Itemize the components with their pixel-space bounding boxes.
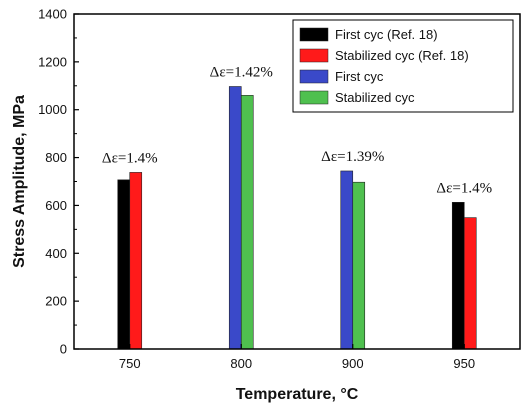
y-tick-label: 0 [60,342,67,357]
x-tick-label: 800 [230,356,252,371]
bar [228,86,242,350]
delta-strain-annotation: Δε=1.42% [210,65,273,81]
y-tick-label: 1200 [38,54,67,69]
y-tick-label: 600 [45,198,67,213]
delta-strain-annotation: Δε=1.4% [436,180,492,196]
bar [129,172,143,350]
x-axis-title-unit: °C [340,386,358,403]
y-tick-label: 800 [45,150,67,165]
bar [463,217,477,350]
legend-swatch [299,48,329,63]
y-tick-label: 200 [45,294,67,309]
delta-strain-annotation: Δε=1.39% [321,149,384,165]
legend-box [292,19,514,113]
x-tick-label: 750 [119,356,141,371]
x-tick-label: 950 [453,356,475,371]
x-tick-label: 900 [342,356,364,371]
y-tick-label: 1400 [38,7,67,22]
y-tick-label: 1000 [38,102,67,117]
legend-swatch [299,90,329,105]
delta-strain-annotation: Δε=1.4% [102,150,158,166]
legend: First cyc (Ref. 18) Stabilized cyc (Ref. … [292,19,514,113]
y-tick-label: 400 [45,246,67,261]
bar [352,181,366,350]
legend-label: First cyc (Ref. 18) [335,27,438,42]
legend-label: First cyc [335,69,384,84]
x-axis: 750 800 900 950 [119,344,475,371]
legend-label: Stabilized cyc (Ref. 18) [335,48,469,63]
x-axis-title: Temperature, °C [236,386,359,403]
bars-layer [117,86,477,350]
bar [240,95,254,350]
y-axis-title: Stress Amplitude, MPa [11,95,28,268]
bar [340,170,354,350]
x-axis-title-text: Temperature, [236,386,341,403]
legend-label: Stabilized cyc [335,90,415,105]
annotations-layer: Δε=1.4% Δε=1.42% Δε=1.39% Δε=1.4% [102,65,492,197]
bar [117,179,131,350]
legend-swatch [299,27,329,42]
legend-swatch [299,69,329,84]
bar [451,202,465,350]
y-axis: 0 200 400 600 800 1000 1200 1400 [38,7,79,357]
